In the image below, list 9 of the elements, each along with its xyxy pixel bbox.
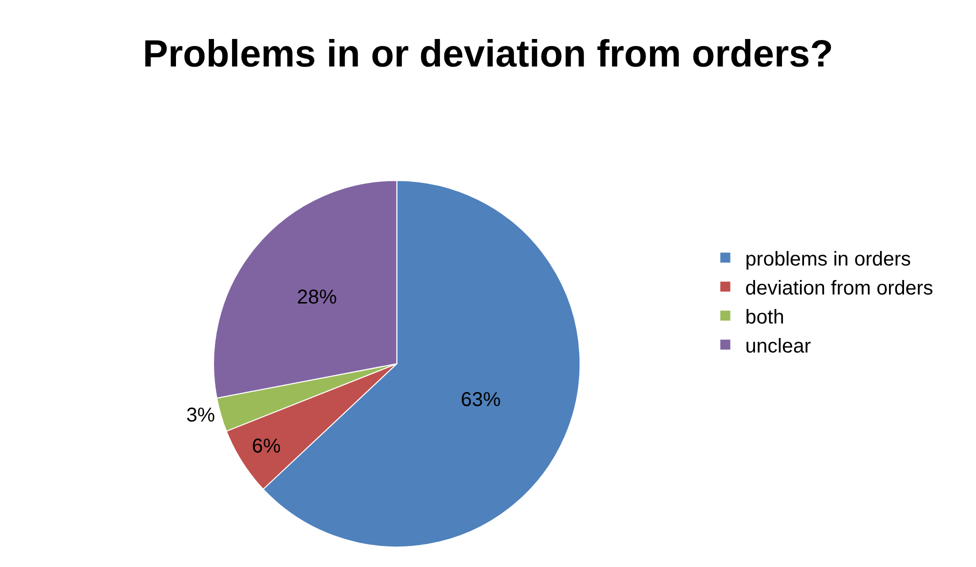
- data-label: 28%: [296, 286, 338, 309]
- legend-label: deviation from orders: [745, 277, 934, 300]
- legend-label: both: [745, 306, 784, 328]
- legend-label: unclear: [745, 335, 812, 358]
- data-label: 6%: [252, 435, 282, 458]
- data-label: 3%: [186, 404, 216, 427]
- legend-label: problems in orders: [745, 248, 911, 270]
- chart-title: Problems in or deviation from orders?: [142, 33, 834, 76]
- data-label: 63%: [460, 389, 502, 412]
